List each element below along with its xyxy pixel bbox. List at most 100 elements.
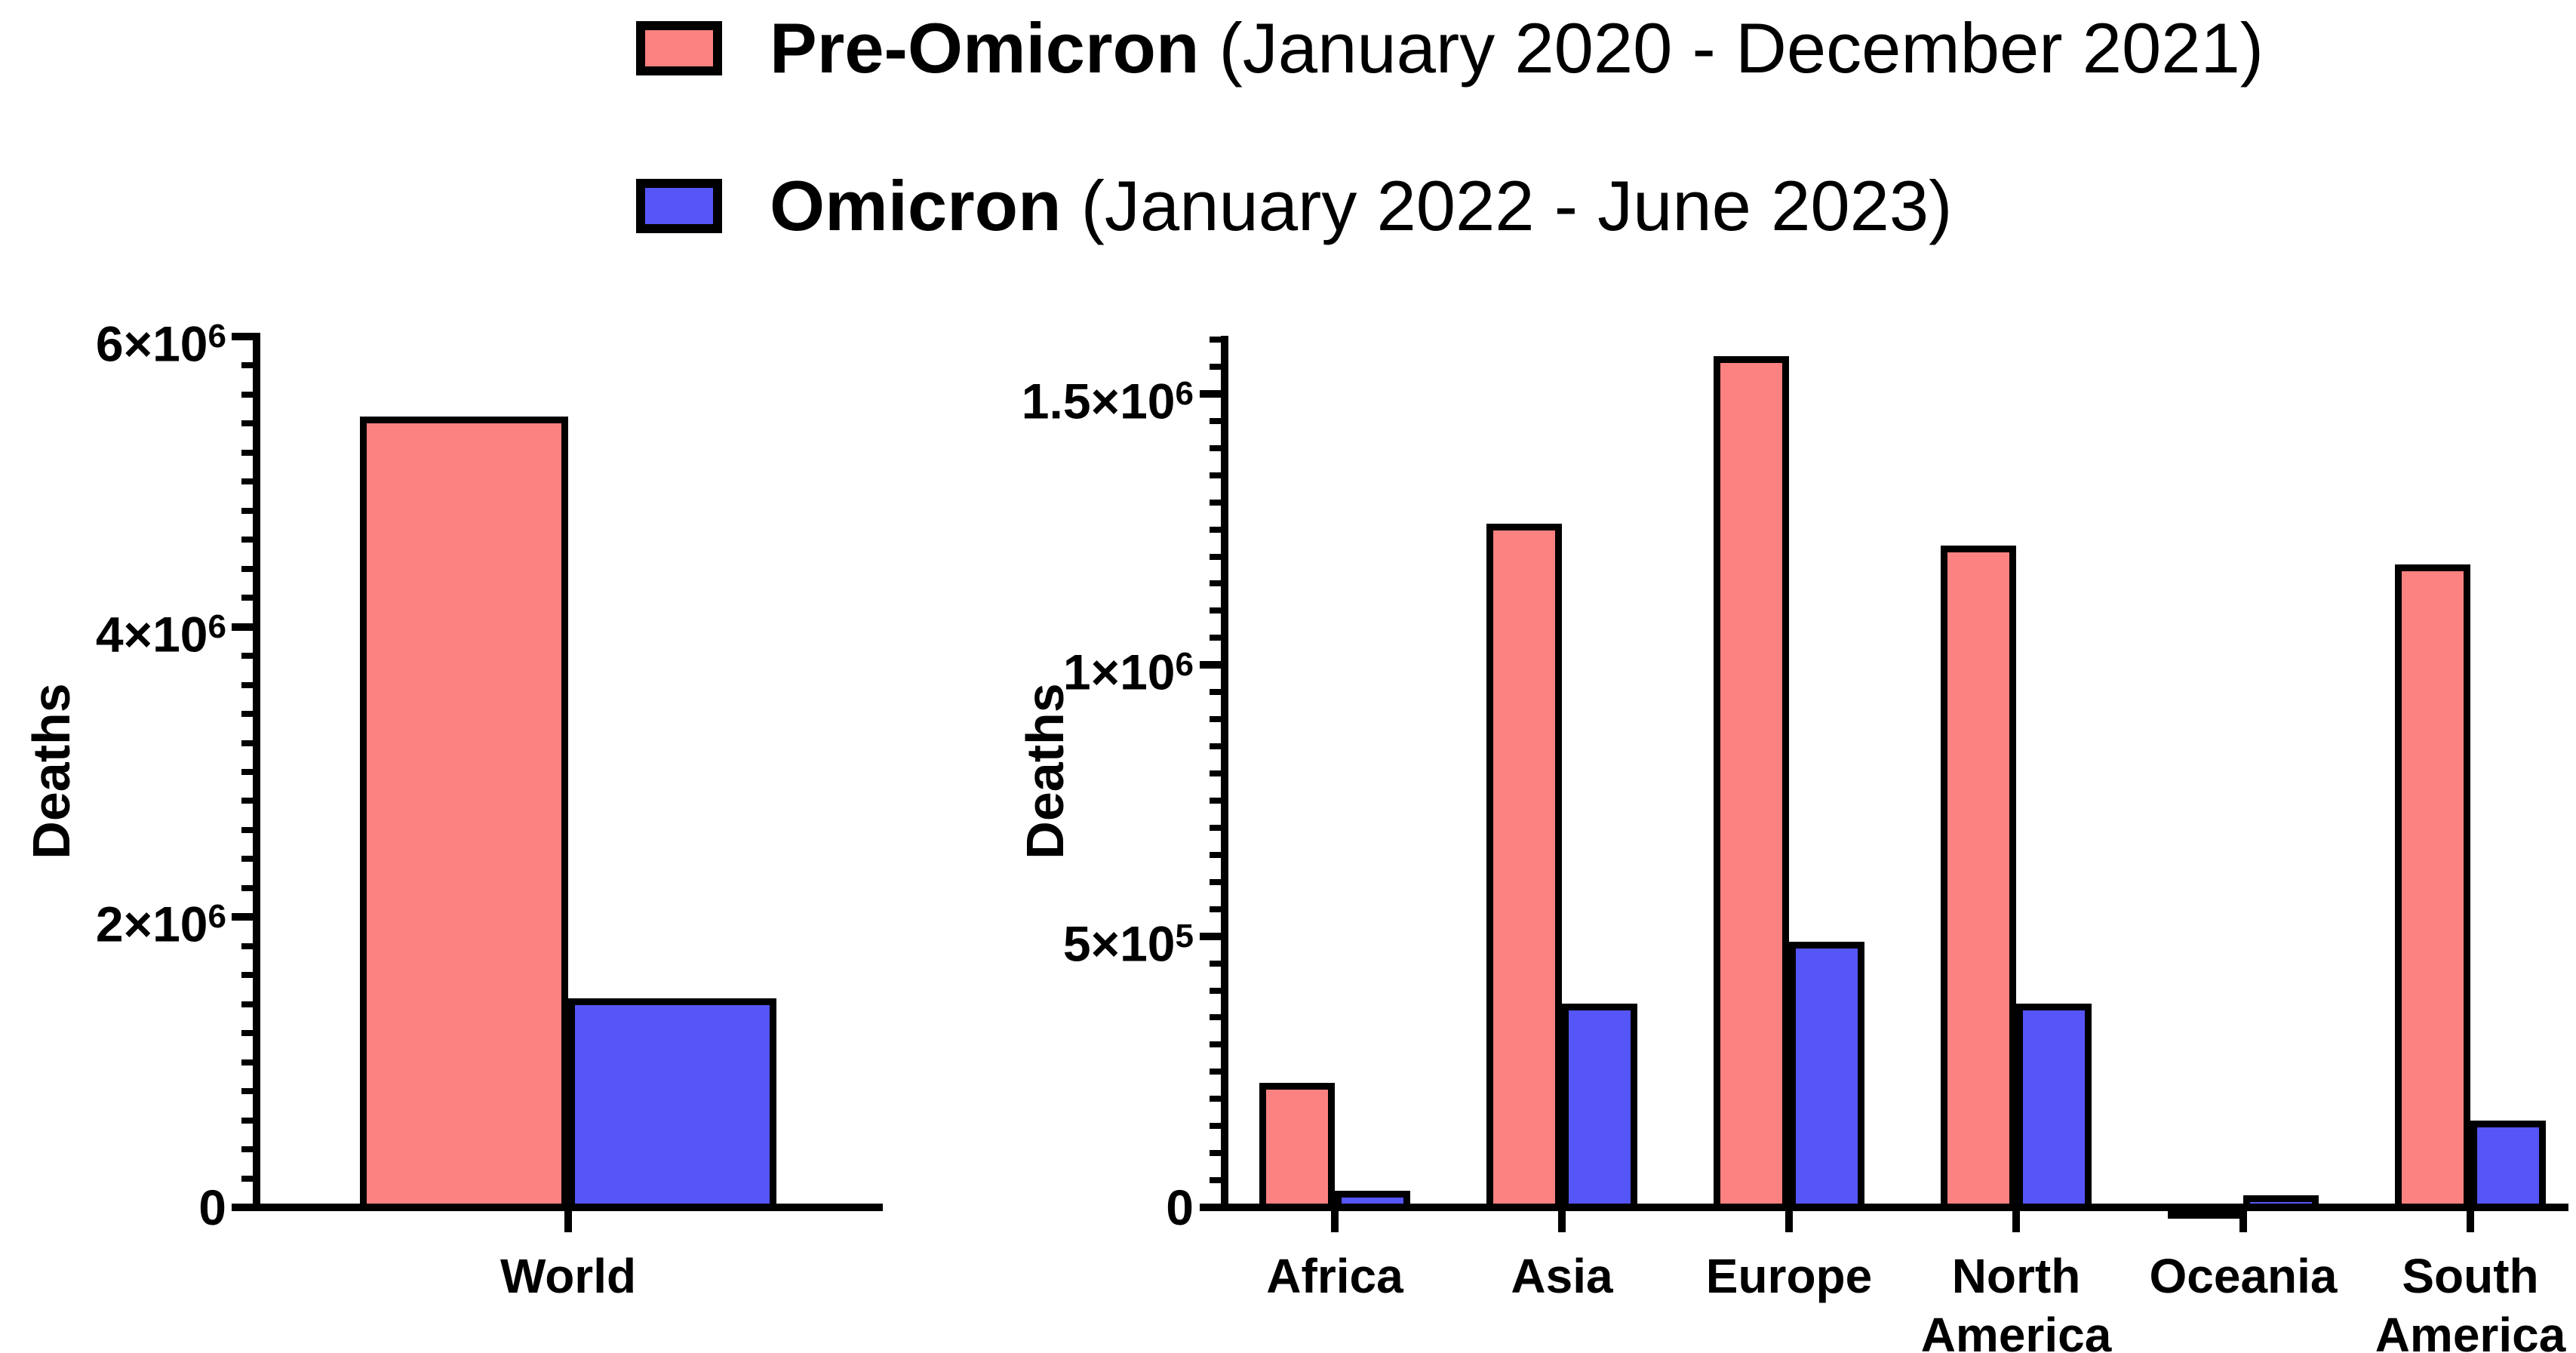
y-minor-tick	[1210, 337, 1221, 343]
legend-label-pre-omicron-bold: Pre-Omicron	[770, 8, 1200, 88]
y-minor-tick	[241, 362, 253, 369]
y-major-tick	[232, 623, 253, 631]
bar-pre-omicron-north-america	[1941, 546, 2016, 1210]
y-tick-label-exponent: 5	[1175, 917, 1194, 955]
y-minor-tick	[1210, 444, 1221, 451]
legend-label-pre-omicron: Pre-Omicron (January 2020 - December 202…	[770, 6, 2264, 91]
y-tick-label: 2×106	[0, 887, 226, 954]
y-major-tick	[1200, 932, 1221, 940]
y-minor-tick	[1210, 987, 1221, 994]
y-minor-tick	[1210, 472, 1221, 478]
y-tick-label: 5×105	[877, 906, 1194, 973]
y-minor-tick	[1210, 1150, 1221, 1157]
legend-label-pre-omicron-rest: (January 2020 - December 2021)	[1199, 8, 2264, 88]
y-minor-tick	[241, 1001, 253, 1007]
category-label-oceania: Oceania	[2149, 1249, 2338, 1303]
y-minor-tick	[241, 711, 253, 718]
x-tick	[1331, 1211, 1339, 1232]
legend-swatch-omicron-icon	[636, 179, 722, 233]
y-minor-tick	[241, 507, 253, 514]
y-minor-tick	[1210, 635, 1221, 641]
y-minor-tick	[1210, 906, 1221, 912]
legend-label-omicron-rest: (January 2022 - June 2023)	[1061, 166, 1953, 245]
y-tick-label-exponent: 6	[1175, 646, 1194, 684]
legend-swatch-pre-omicron-icon	[636, 21, 722, 75]
y-minor-tick	[1210, 363, 1221, 370]
bar-omicron-asia	[1562, 1004, 1637, 1210]
category-label-south-america: South America	[2375, 1249, 2566, 1353]
y-tick-label-exponent: 6	[1175, 374, 1194, 412]
y-minor-tick	[241, 1117, 253, 1124]
y-minor-tick	[1210, 1123, 1221, 1130]
y-minor-tick	[1210, 824, 1221, 831]
y-minor-tick	[1210, 417, 1221, 424]
x-tick	[2239, 1211, 2247, 1232]
y-minor-tick	[241, 391, 253, 398]
y-minor-tick	[1210, 1014, 1221, 1021]
y-tick-label: 1.5×106	[877, 364, 1194, 431]
y-axis-spine	[1221, 336, 1228, 1211]
y-tick-label-base: 1.5×10	[1021, 373, 1176, 429]
y-minor-tick	[1210, 878, 1221, 885]
y-minor-tick	[1210, 1177, 1221, 1184]
y-minor-tick	[241, 595, 253, 601]
y-major-tick	[1200, 389, 1221, 398]
y-tick-label: 0	[877, 1177, 1194, 1238]
y-minor-tick	[1210, 689, 1221, 696]
bar-pre-omicron-europe	[1714, 355, 1789, 1210]
y-minor-tick	[1210, 851, 1221, 858]
category-label-world: World	[500, 1249, 637, 1303]
y-minor-tick	[241, 1146, 253, 1153]
bar-omicron-world	[568, 998, 776, 1210]
bar-pre-omicron-africa	[1259, 1082, 1335, 1210]
y-major-tick	[1200, 1204, 1221, 1211]
y-minor-tick	[1210, 580, 1221, 587]
y-minor-tick	[241, 942, 253, 949]
y-minor-tick	[241, 1175, 253, 1182]
x-axis-line	[238, 1204, 883, 1211]
x-axis-line	[1219, 1204, 2568, 1211]
x-tick	[2012, 1211, 2020, 1232]
y-minor-tick	[241, 769, 253, 775]
y-minor-tick	[1210, 1096, 1221, 1102]
y-minor-tick	[1210, 743, 1221, 750]
y-minor-tick	[241, 1088, 253, 1095]
x-tick	[2467, 1211, 2474, 1232]
y-major-tick	[232, 333, 253, 340]
y-tick-label-exponent: 6	[207, 898, 226, 936]
y-minor-tick	[241, 478, 253, 485]
y-minor-tick	[241, 420, 253, 427]
y-minor-tick	[241, 565, 253, 572]
y-tick-label-base: 0	[1166, 1179, 1194, 1235]
y-minor-tick	[1210, 499, 1221, 506]
y-minor-tick	[1210, 553, 1221, 560]
y-minor-tick	[241, 972, 253, 979]
bar-omicron-north-america	[2016, 1004, 2092, 1210]
y-axis-title: Deaths	[1016, 683, 1074, 859]
y-tick-label: 6×106	[0, 306, 226, 374]
y-major-tick	[232, 913, 253, 921]
y-tick-label-base: 1×10	[1062, 644, 1176, 700]
category-label-north-america: North America	[1920, 1249, 2112, 1353]
y-tick-label: 4×106	[0, 597, 226, 664]
y-minor-tick	[241, 1059, 253, 1065]
bar-pre-omicron-south-america	[2395, 564, 2470, 1210]
x-tick	[1558, 1211, 1566, 1232]
y-minor-tick	[241, 856, 253, 863]
y-minor-tick	[241, 798, 253, 804]
y-minor-tick	[1210, 1069, 1221, 1075]
y-minor-tick	[241, 740, 253, 746]
legend-label-omicron: Omicron (January 2022 - June 2023)	[770, 164, 1952, 248]
y-minor-tick	[241, 826, 253, 833]
y-tick-label-exponent: 6	[207, 318, 226, 355]
y-minor-tick	[1210, 797, 1221, 804]
category-label-africa: Africa	[1266, 1249, 1403, 1303]
y-minor-tick	[241, 537, 253, 543]
y-minor-tick	[1210, 607, 1221, 614]
bar-pre-omicron-world	[360, 416, 568, 1210]
y-minor-tick	[241, 884, 253, 891]
y-tick-label-base: 6×10	[95, 315, 208, 372]
x-tick	[564, 1211, 572, 1232]
y-minor-tick	[241, 681, 253, 688]
legend-row-pre-omicron: Pre-Omicron (January 2020 - December 202…	[636, 8, 2264, 88]
